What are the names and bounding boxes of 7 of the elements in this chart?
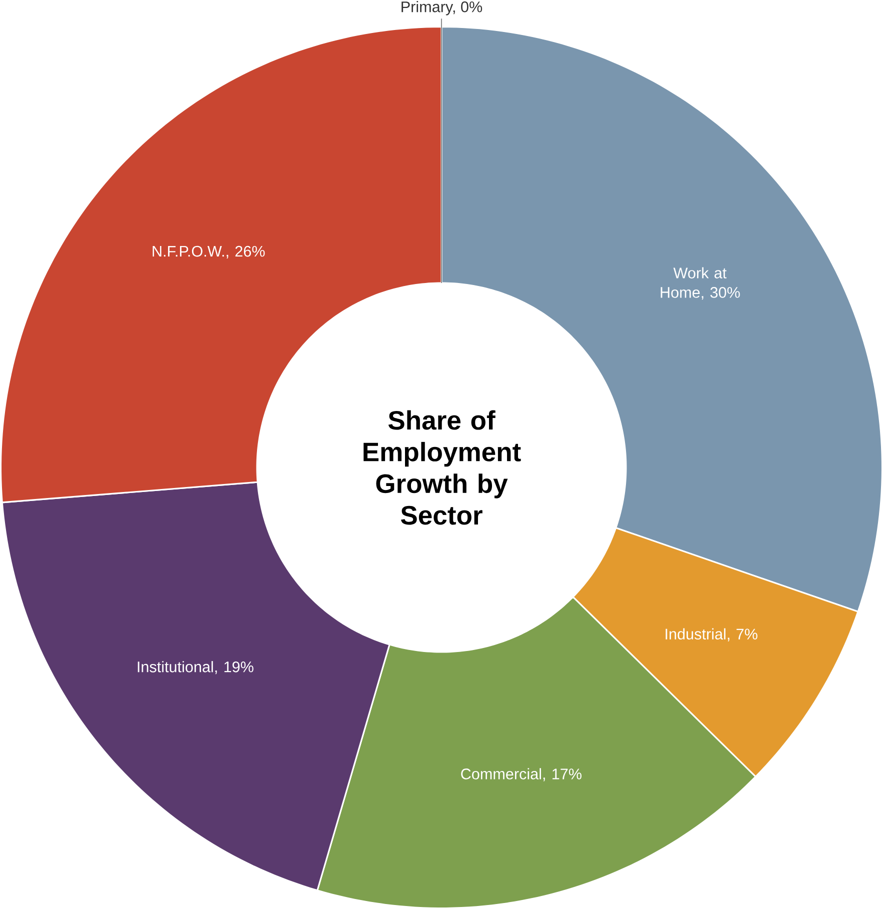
category-label: Primary, 0% (402, 1, 482, 16)
slice-label: Work at Home, 30% (660, 267, 740, 300)
slice-label: Institutional, 19% (138, 661, 254, 674)
slice-label: N.F.P.O.W., 26% (152, 246, 265, 259)
slice-label: Industrial, 7% (666, 628, 758, 642)
text: Share of Employment Growth by Sector (364, 410, 521, 525)
slice-label: Commercial, 17% (461, 768, 582, 782)
